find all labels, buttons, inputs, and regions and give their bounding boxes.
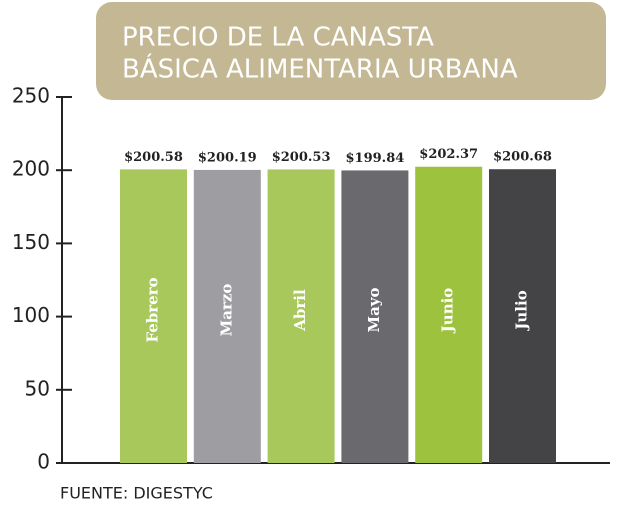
value-label: $200.19 bbox=[198, 150, 257, 165]
y-tick-label: 250 bbox=[12, 84, 50, 108]
category-label: Julio bbox=[513, 290, 531, 331]
value-label: $200.68 bbox=[493, 150, 552, 165]
value-label: $200.53 bbox=[272, 150, 331, 165]
chart-title: PRECIO DE LA CANASTA bbox=[122, 23, 434, 53]
value-label: $199.84 bbox=[345, 151, 404, 166]
bar bbox=[193, 169, 261, 463]
y-tick-label: 0 bbox=[37, 450, 50, 474]
category-label: Abril bbox=[291, 289, 309, 332]
category-label: Febrero bbox=[144, 277, 162, 342]
y-tick-label: 50 bbox=[25, 376, 50, 400]
category-label: Mayo bbox=[365, 287, 383, 332]
source: FUENTE: DIGESTYC bbox=[60, 484, 213, 503]
title-box bbox=[96, 2, 606, 100]
bar bbox=[267, 169, 335, 464]
category-label: Marzo bbox=[217, 284, 235, 337]
value-label: $200.58 bbox=[124, 150, 183, 165]
category-label: Junio bbox=[439, 288, 457, 335]
bar bbox=[341, 170, 409, 463]
value-label: $202.37 bbox=[419, 147, 478, 162]
bar bbox=[415, 166, 483, 463]
y-tick-label: 200 bbox=[12, 157, 50, 181]
y-tick-label: 150 bbox=[12, 230, 50, 254]
bar bbox=[489, 169, 556, 464]
bar bbox=[120, 169, 187, 463]
y-tick-label: 100 bbox=[12, 303, 50, 327]
chart-title: BÁSICA ALIMENTARIA URBANA bbox=[122, 53, 518, 85]
